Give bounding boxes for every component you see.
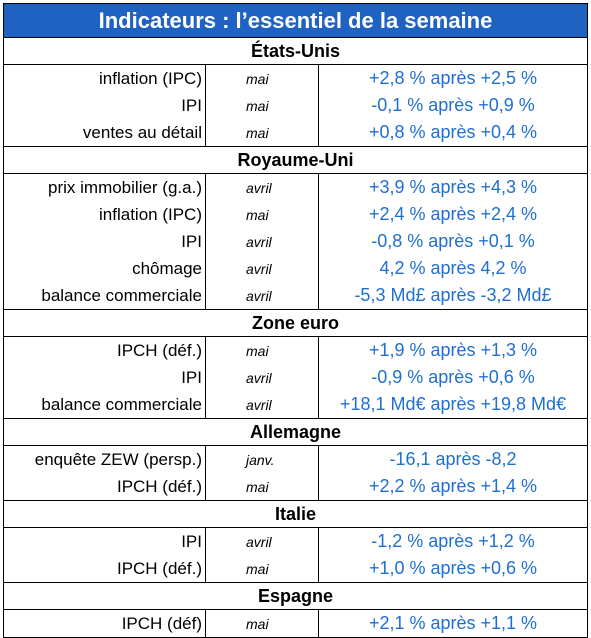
table-row: IPI avril -0,9 % après +0,6 % [4,364,587,391]
period-label: avril [206,255,319,282]
table-row: IPI avril -1,2 % après +1,2 % [4,528,587,555]
indicator-value: +3,9 % après +4,3 % [368,177,538,197]
period-label: mai [206,119,319,146]
table-row: inflation (IPC) mai +2,4 % après +2,4 % [4,201,587,228]
period-label: mai [206,473,319,500]
period-label: avril [206,174,319,201]
table-row: IPI avril -0,8 % après +0,1 % [4,228,587,255]
sections-container: États-Unis inflation (IPC) mai +2,8 % après… [4,38,587,637]
indicator-value: 4,2 % après 4,2 % [379,258,527,278]
indicator-value: +2,1 % après +1,1 % [368,613,538,633]
section-header: États-Unis [4,38,587,65]
table-row: IPCH (déf.) mai +1,0 % après +0,6 % [4,555,587,582]
table-row: IPCH (déf.) mai +2,2 % après +1,4 % [4,473,587,500]
table-row: inflation (IPC) mai +2,8 % après +2,5 % [4,65,587,92]
indicator-label: IPI [4,92,206,119]
indicator-value: -0,9 % après +0,6 % [371,367,535,387]
period-label: avril [206,391,319,418]
indicator-value: +2,4 % après +2,4 % [368,204,538,224]
section-body: IPCH (déf.) mai +1,9 % après +1,3 % IPI avri… [4,337,587,419]
indicator-value: -0,1 % après +0,9 % [371,95,535,115]
indicator-label: chômage [4,255,206,282]
indicator-value: +2,8 % après +2,5 % [368,68,538,88]
indicators-table: Indicateurs : l’essentiel de la semaine … [3,3,588,638]
indicator-value: -0,8 % après +0,1 % [371,231,535,251]
indicator-label: IPCH (déf.) [4,473,206,500]
indicator-label: prix immobilier (g.a.) [4,174,206,201]
table-title: Indicateurs : l’essentiel de la semaine [4,4,587,38]
table-row: balance commerciale avril +18,1 Md€ après … [4,391,587,418]
indicator-value: +2,2 % après +1,4 % [368,476,538,496]
indicator-label: balance commerciale [4,391,206,418]
table-row: IPI mai -0,1 % après +0,9 % [4,92,587,119]
indicator-label: IPCH (déf) [4,610,206,637]
period-label: mai [206,337,319,364]
period-label: avril [206,528,319,555]
indicator-label: IPCH (déf.) [4,555,206,582]
period-label: avril [206,364,319,391]
period-label: mai [206,610,319,637]
period-label: avril [206,282,319,309]
table-row: prix immobilier (g.a.) avril +3,9 % après … [4,174,587,201]
indicator-label: inflation (IPC) [4,201,206,228]
section-header: Allemagne [4,419,587,446]
indicator-label: IPCH (déf.) [4,337,206,364]
section-body: prix immobilier (g.a.) avril +3,9 % après … [4,174,587,310]
indicator-value: +18,1 Md€ après +19,8 Md€ [339,394,567,414]
period-label: mai [206,65,319,92]
period-label: mai [206,92,319,119]
table-row: enquête ZEW (persp.) janv. -16,1 après -8,… [4,446,587,473]
indicator-label: IPI [4,364,206,391]
table-row: chômage avril 4,2 % après 4,2 % [4,255,587,282]
section-body: enquête ZEW (persp.) janv. -16,1 après -8,… [4,446,587,501]
section-body: IPCH (déf) mai +2,1 % après +1,1 % [4,610,587,637]
indicator-value: +0,8 % après +0,4 % [368,122,538,142]
period-label: mai [206,555,319,582]
indicator-label: ventes au détail [4,119,206,146]
indicator-label: enquête ZEW (persp.) [4,446,206,473]
indicator-label: inflation (IPC) [4,65,206,92]
period-label: avril [206,228,319,255]
section-header: Zone euro [4,310,587,337]
indicator-value: -16,1 après -8,2 [389,449,517,469]
indicator-value: +1,0 % après +0,6 % [368,558,538,578]
section-body: IPI avril -1,2 % après +1,2 % IPCH (déf.) ma… [4,528,587,583]
indicator-value: -1,2 % après +1,2 % [371,531,535,551]
table-row: balance commerciale avril -5,3 Md£ après -… [4,282,587,309]
section-header: Espagne [4,583,587,610]
table-row: IPCH (déf.) mai +1,9 % après +1,3 % [4,337,587,364]
table-row: ventes au détail mai +0,8 % après +0,4 % [4,119,587,146]
period-label: mai [206,201,319,228]
section-header: Royaume-Uni [4,147,587,174]
section-body: inflation (IPC) mai +2,8 % après +2,5 % IPI… [4,65,587,147]
table-row: IPCH (déf) mai +2,1 % après +1,1 % [4,610,587,637]
section-header: Italie [4,501,587,528]
indicator-label: balance commerciale [4,282,206,309]
indicator-value: +1,9 % après +1,3 % [368,340,538,360]
indicator-label: IPI [4,228,206,255]
period-label: janv. [206,446,319,473]
indicator-value: -5,3 Md£ après -3,2 Md£ [354,285,552,305]
indicator-label: IPI [4,528,206,555]
